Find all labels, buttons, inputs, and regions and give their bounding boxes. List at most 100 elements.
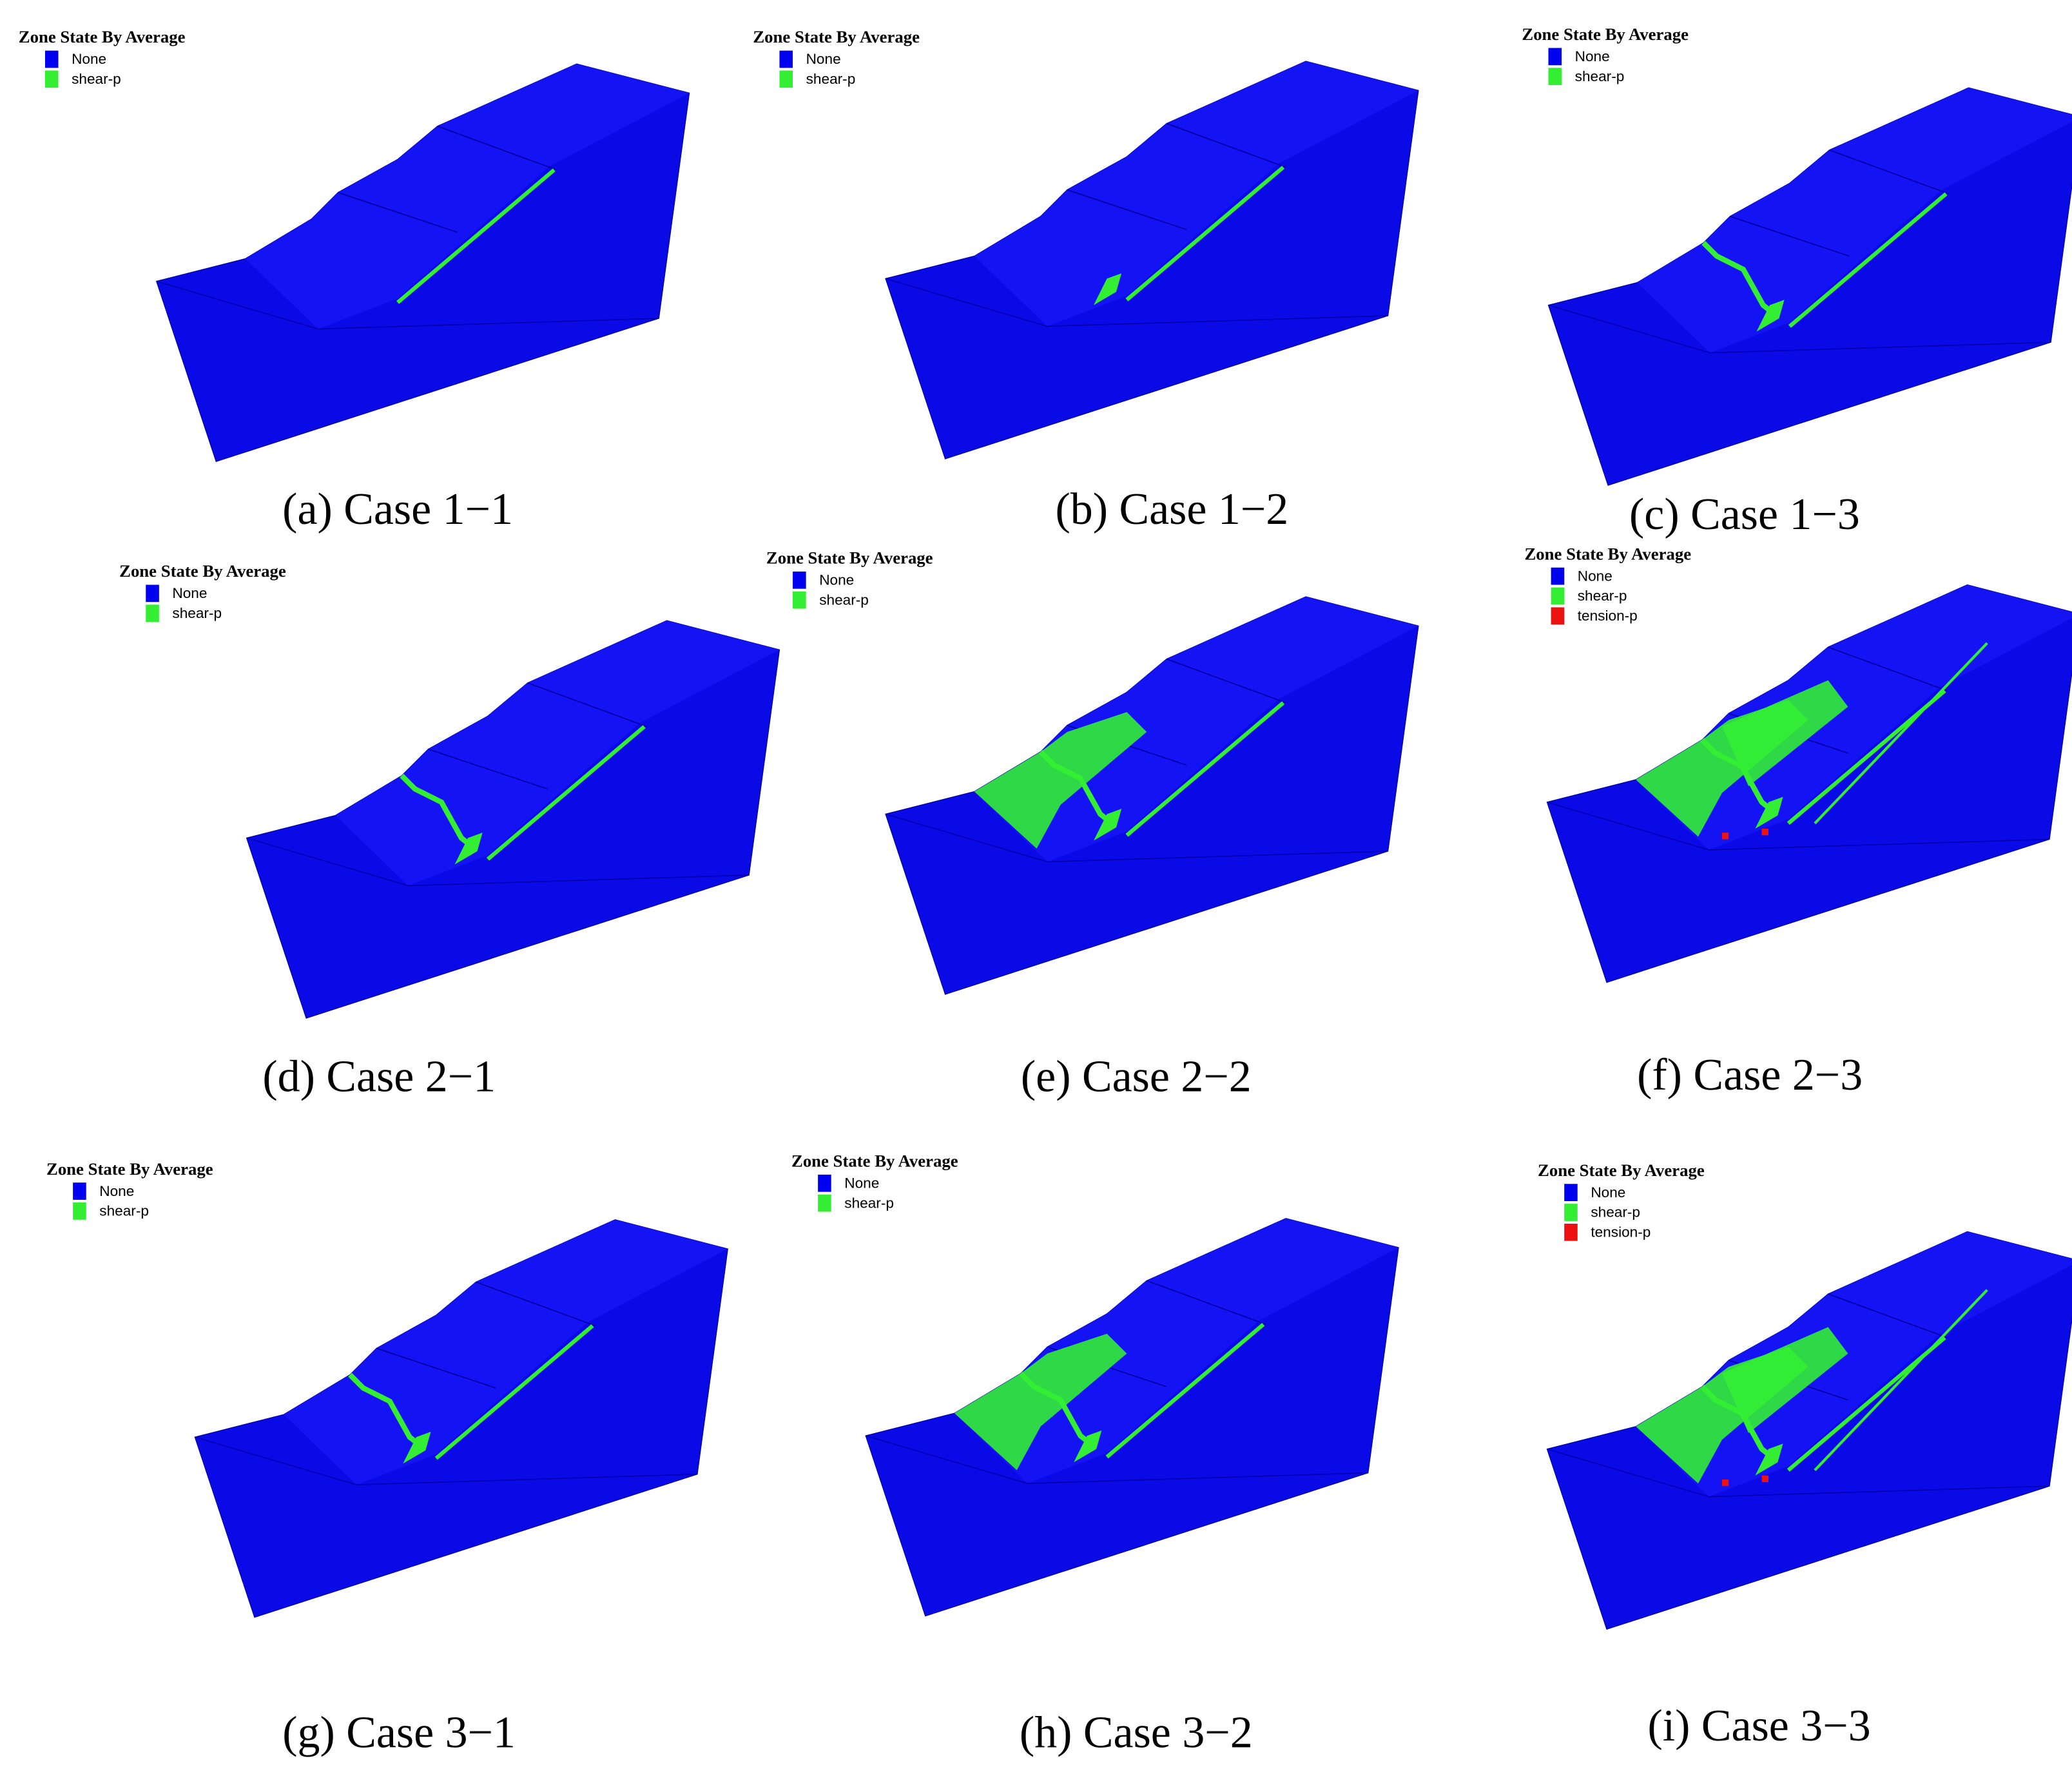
legend-swatch (44, 70, 59, 88)
legend-swatch (779, 70, 793, 88)
legend-title: Zone State By Average (791, 1152, 958, 1171)
legend-label: None (1591, 1184, 1625, 1200)
legend-swatch (1551, 587, 1565, 605)
legend-swatch (1548, 68, 1562, 86)
shear-zone (1701, 240, 1778, 318)
shear-zone (1093, 809, 1122, 841)
caption: (f) Case 2−3 (1637, 1050, 1863, 1100)
model-top-face (954, 1218, 1399, 1484)
legend-label: None (99, 1183, 134, 1199)
bench-line (1067, 189, 1187, 231)
slip-line (1125, 701, 1285, 837)
legend-title: Zone State By Average (766, 548, 933, 568)
shear-zone (1721, 680, 1848, 787)
caption: (h) Case 3−2 (1020, 1708, 1253, 1757)
shear-zone (1755, 796, 1783, 829)
caption: (c) Case 1−3 (1629, 490, 1860, 539)
caption: (g) Case 3−1 (282, 1708, 516, 1757)
legend-swatch (779, 50, 793, 68)
model-top-face (245, 64, 690, 329)
shear-zone (954, 1333, 1127, 1470)
model-edge (156, 280, 659, 330)
legend-title: Zone State By Average (1524, 544, 1691, 563)
bench-line (1828, 646, 1948, 691)
legend-swatch (818, 1174, 831, 1192)
panel: Zone State By Average None shear-p (h) Case… (791, 1152, 1399, 1757)
bench-line (1828, 1293, 1948, 1338)
legend-label: None (819, 572, 854, 588)
legend-title: Zone State By Average (753, 27, 920, 46)
panel: Zone State By Average None shear-p tension-… (1538, 1161, 2072, 1751)
caption: (i) Case 3−3 (1647, 1701, 1870, 1751)
model-edge (885, 278, 1388, 327)
shear-zone (1074, 1430, 1102, 1463)
panel: Zone State By Average None shear-p (e) Case… (766, 548, 1419, 1101)
bench-line (338, 191, 458, 233)
slip-line (1814, 642, 1988, 825)
shear-zone (403, 1431, 431, 1464)
bench-line (527, 682, 648, 728)
legend-swatch (44, 50, 59, 68)
legend-swatch (793, 571, 806, 589)
legend-label: shear-p (172, 605, 222, 621)
tension-zone (1721, 833, 1729, 840)
model-top-face (974, 597, 1418, 862)
caption: (e) Case 2−2 (1021, 1052, 1252, 1101)
bench-line (1166, 122, 1286, 168)
legend-label: None (844, 1175, 879, 1191)
legend-label: shear-p (1575, 68, 1625, 84)
legend-label: tension-p (1591, 1224, 1651, 1240)
shear-zone (1721, 1327, 1848, 1433)
legend-title: Zone State By Average (1522, 24, 1689, 44)
legend-swatch (818, 1194, 831, 1212)
caption: (d) Case 2−1 (262, 1052, 496, 1101)
panel: Zone State By Average None shear-p tension-… (1524, 544, 2072, 1100)
bench-line (1146, 1280, 1266, 1326)
shear-zone (1093, 273, 1122, 305)
panel: Zone State By Average None shear-p (g) Case… (46, 1159, 728, 1757)
model-top-face (974, 61, 1418, 327)
shear-zone (348, 1373, 425, 1450)
shear-zone (1755, 1443, 1783, 1476)
legend-title: Zone State By Average (46, 1159, 213, 1179)
legend-label: tension-p (1578, 608, 1638, 624)
model-top-face (335, 621, 780, 886)
legend-label: shear-p (1591, 1204, 1640, 1220)
tension-zone (1761, 828, 1768, 836)
caption: (a) Case 1−1 (282, 485, 513, 534)
legend-label: None (1578, 568, 1612, 584)
shear-zone (1756, 300, 1785, 332)
shear-zone (454, 833, 483, 865)
legend-label: shear-p (99, 1203, 149, 1219)
tension-zone (1721, 1479, 1729, 1487)
legend-swatch (1551, 607, 1565, 625)
shear-zone (400, 773, 476, 851)
legend-label: None (806, 51, 841, 67)
bench-line (437, 126, 557, 171)
legend-swatch (1564, 1184, 1578, 1201)
caption: (b) Case 1−2 (1055, 485, 1288, 534)
legend-swatch (1564, 1223, 1578, 1241)
bench-line (476, 1281, 595, 1327)
legend-title: Zone State By Average (1538, 1161, 1705, 1180)
legend-swatch (73, 1182, 86, 1200)
model-top-face (1636, 584, 2072, 850)
legend-label: shear-p (72, 71, 121, 87)
slip-line (1105, 1322, 1265, 1459)
model-edge (195, 1436, 697, 1486)
legend-title: Zone State By Average (119, 561, 286, 581)
legend-swatch (1551, 567, 1565, 585)
legend-label: shear-p (806, 71, 856, 87)
panel: Zone State By Average None shear-p (c) Case… (1522, 24, 2072, 539)
slip-line (1788, 192, 1948, 328)
panel: Zone State By Average None shear-p (a) Case… (19, 27, 690, 534)
bench-line (1829, 149, 1949, 195)
legend-label: shear-p (819, 592, 869, 608)
legend-swatch (1564, 1204, 1578, 1221)
bench-line (1730, 215, 1850, 257)
model-edge (1547, 1448, 2050, 1498)
legend-swatch (73, 1202, 86, 1220)
model-edge (246, 837, 750, 887)
tension-zone (1761, 1475, 1768, 1483)
panel: Zone State By Average None shear-p (d) Case… (119, 561, 780, 1101)
